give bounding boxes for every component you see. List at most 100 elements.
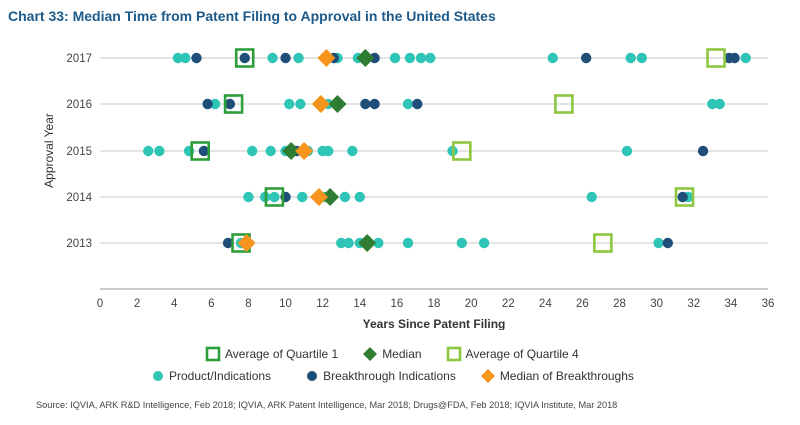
x-tick-label-4: 4: [171, 298, 178, 310]
breakthrough-point-2014-1: [677, 191, 688, 203]
legend-median-bt-diamond-icon: [480, 369, 495, 383]
x-tick-label-26: 26: [576, 298, 589, 310]
legend-median-bt-label: Median of Breakthroughs: [499, 369, 634, 383]
product-point-2014-6: [354, 191, 365, 203]
x-tick-label-6: 6: [208, 298, 214, 310]
product-point-2013-1: [336, 237, 347, 249]
legend-product-dot-icon: [153, 371, 163, 381]
product-point-2017-0: [172, 52, 184, 64]
mark-layer: [143, 48, 751, 253]
q1-marker-2014: [264, 187, 285, 207]
product-point-2013-7: [478, 237, 490, 249]
median-marker-2013: [358, 234, 377, 252]
median-marker-2016: [328, 95, 347, 113]
breakthrough-point-2017-5: [580, 52, 592, 64]
legend-q4-label: Average of Quartile 4: [465, 347, 579, 361]
legend-item-q4: Average of Quartile 4: [446, 346, 579, 362]
x-tick-label-32: 32: [687, 298, 700, 310]
product-point-2016-5: [707, 98, 718, 110]
product-point-2015-1: [154, 145, 165, 157]
y-tick-label-2017: 2017: [66, 53, 92, 65]
legend-item-q1: Average of Quartile 1: [205, 346, 338, 362]
x-tick-label-2: 2: [134, 298, 140, 310]
product-point-2016-6: [714, 98, 725, 110]
product-point-2017-3: [293, 52, 304, 64]
breakthrough-point-2017-7: [729, 52, 740, 64]
legend-row-1: Average of Quartile 1 Median Average of …: [205, 346, 593, 362]
breakthrough-point-2017-4: [369, 52, 380, 64]
product-point-2017-7: [404, 52, 416, 64]
x-tick-label-16: 16: [390, 298, 403, 310]
breakthrough-point-2016-2: [360, 98, 371, 110]
x-tick-label-22: 22: [502, 298, 515, 310]
product-point-2015-8: [323, 145, 334, 157]
product-point-2017-1: [180, 52, 191, 64]
q1-marker-2017: [234, 48, 255, 68]
y-tick-label-2016: 2016: [66, 99, 92, 111]
breakthrough-point-2016-4: [412, 98, 423, 110]
q1-marker-2015: [190, 141, 210, 161]
product-point-2017-13: [740, 52, 751, 64]
chart-title: Chart 33: Median Time from Patent Filing…: [8, 8, 496, 24]
breakthrough-point-2015-2: [697, 145, 709, 157]
legend-product-label: Product/Indications: [169, 369, 272, 383]
product-point-2013-6: [456, 237, 468, 249]
breakthrough-point-2013-0: [222, 237, 234, 249]
legend-item-median: Median: [362, 346, 422, 362]
product-point-2014-5: [339, 191, 351, 203]
breakthrough-point-2016-3: [369, 98, 380, 110]
y-tick-label-2015: 2015: [66, 146, 92, 158]
x-tick-label-18: 18: [428, 298, 441, 310]
product-point-2013-5: [402, 237, 414, 249]
product-point-2017-11: [625, 52, 636, 64]
x-tick-label-20: 20: [465, 298, 478, 310]
product-point-2017-9: [425, 52, 436, 64]
product-point-2015-11: [621, 145, 633, 157]
product-point-2015-0: [143, 145, 154, 157]
breakthrough-point-2017-0: [191, 52, 202, 64]
x-tick-label-28: 28: [613, 298, 626, 310]
y-tick-label-2014: 2014: [66, 192, 92, 204]
q4-marker-2014: [674, 187, 695, 207]
legend-item-product: Product/Indications: [151, 369, 271, 383]
legend-q4-square-icon: [446, 346, 461, 362]
legend-item-median-bt: Median of Breakthroughs: [480, 368, 634, 384]
y-tick-label-2013: 2013: [66, 238, 92, 250]
product-point-2014-2: [269, 191, 280, 203]
x-tick-label-14: 14: [353, 298, 366, 310]
x-tick-label-12: 12: [316, 298, 329, 310]
q4-marker-2015: [452, 141, 472, 161]
legend-q1-square-icon: [205, 346, 221, 362]
x-tick-label-34: 34: [724, 298, 737, 310]
legend-breakthrough-dot-icon: [307, 371, 318, 381]
breakthrough-point-2016-1: [224, 98, 236, 110]
legend-median-diamond-icon: [363, 347, 378, 361]
x-tick-label-24: 24: [539, 298, 552, 310]
x-tick-label-36: 36: [762, 298, 775, 310]
legend-median-label: Median: [382, 347, 422, 361]
product-point-2016-2: [295, 98, 306, 110]
q4-marker-2013: [593, 233, 613, 253]
product-point-2016-0: [209, 98, 221, 110]
product-point-2016-4: [402, 98, 414, 110]
q4-marker-2016: [554, 94, 574, 114]
legend-breakthrough-label: Breakthrough Indications: [323, 369, 456, 383]
product-point-2017-8: [415, 52, 427, 64]
breakthrough-point-2016-0: [202, 98, 213, 110]
product-point-2015-3: [246, 145, 258, 157]
x-axis-label: Years Since Patent Filing: [363, 317, 506, 330]
product-point-2014-3: [297, 191, 308, 203]
x-tick-label-0: 0: [97, 298, 103, 310]
legend-q1-label: Average of Quartile 1: [225, 347, 339, 361]
product-point-2016-1: [284, 98, 295, 110]
product-point-2015-4: [265, 145, 276, 157]
product-point-2013-4: [373, 237, 384, 249]
median-breakthrough-marker-2015: [295, 142, 314, 160]
source-note: Source: IQVIA, ARK R&D Intelligence, Feb…: [36, 400, 618, 410]
product-point-2013-2: [343, 237, 354, 249]
breakthrough-point-2013-1: [662, 237, 673, 249]
breakthrough-point-2017-1: [239, 52, 250, 64]
breakthrough-point-2017-2: [280, 52, 291, 64]
